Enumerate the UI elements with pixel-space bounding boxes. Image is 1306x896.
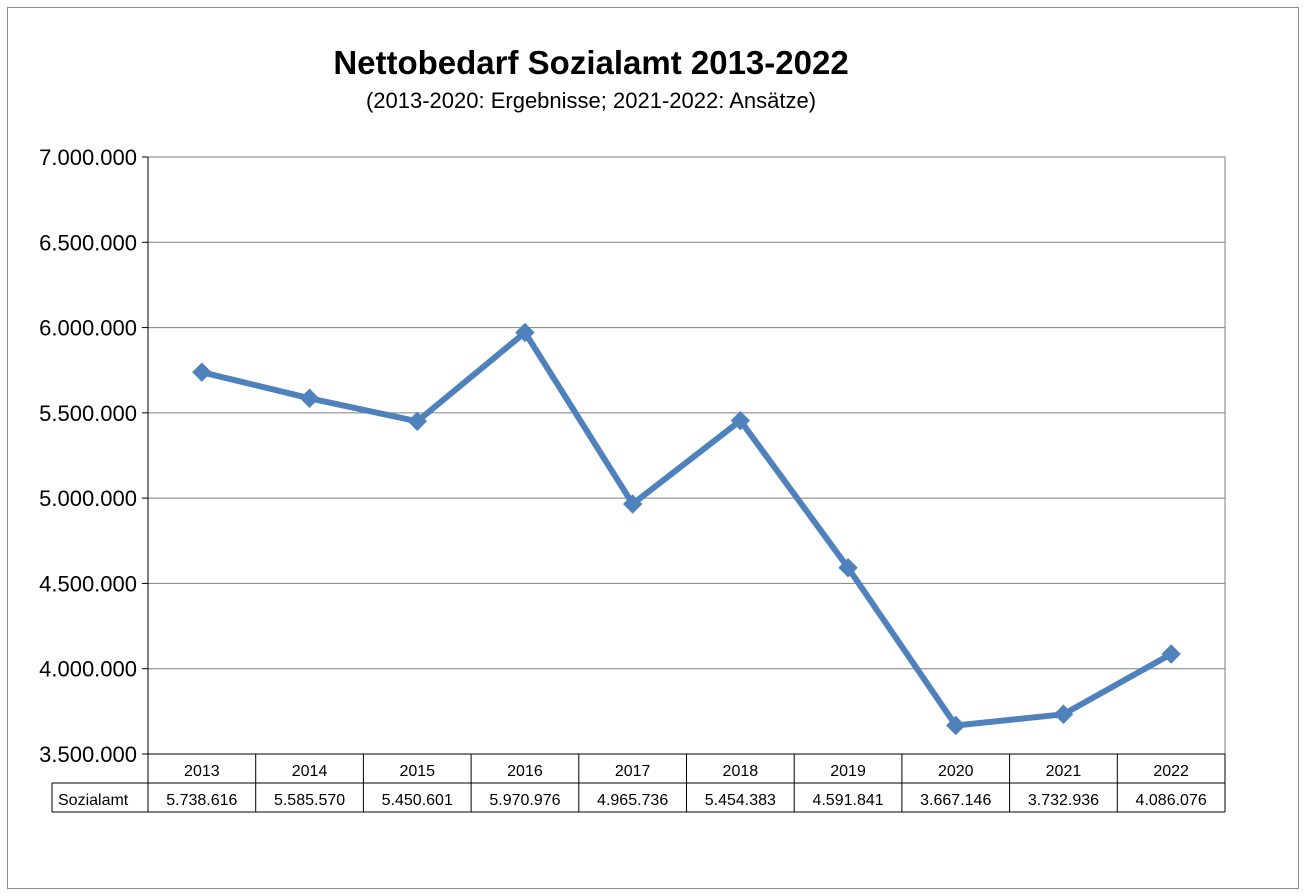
y-tick-label: 6.500.000 [39,230,137,255]
x-tick-label: 2014 [292,763,328,780]
data-label: 4.965.736 [597,792,668,809]
series-layer [192,322,1181,736]
data-point [946,715,966,736]
x-tick-label: 2018 [723,763,759,780]
data-label: 4.086.076 [1136,792,1207,809]
data-label: 5.454.383 [705,792,776,809]
chart-subtitle: (2013-2020: Ergebnisse; 2021-2022: Ansät… [366,88,816,113]
data-label: 5.450.601 [382,792,453,809]
data-point [407,411,427,431]
x-tick-label: 2015 [399,763,435,780]
legend-label: Sozialamt [58,792,129,809]
y-tick-label: 5.500.000 [39,401,137,426]
y-tick-label: 6.000.000 [39,316,137,341]
x-tick-label: 2019 [830,763,866,780]
data-label: 3.732.936 [1028,792,1099,809]
y-tick-label: 7.000.000 [39,145,137,170]
x-tick-label: 2016 [507,763,543,780]
data-point [1053,704,1074,724]
y-tick-label: 3.500.000 [39,742,137,767]
chart-frame [7,7,1299,889]
data-point [838,558,858,578]
data-point [730,410,751,431]
x-tick-label: 2021 [1046,763,1082,780]
chart-title: Nettobedarf Sozialamt 2013-2022 [333,44,848,81]
x-tick-label: 2017 [615,763,651,780]
series-line [201,329,1173,729]
data-label: 4.591.841 [812,792,883,809]
x-tick-label: 2013 [184,763,220,780]
data-point [192,362,212,382]
data-label: 5.738.616 [166,792,237,809]
y-tick-label: 4.500.000 [39,571,137,596]
x-tick-label: 2020 [938,763,974,780]
axes: 3.500.000 4.000.000 4.500.000 5.000.000 5.50… [39,145,1226,767]
data-point [515,322,535,343]
y-tick-label: 5.000.000 [39,486,137,511]
data-point [1161,644,1181,664]
y-tick-label: 4.000.000 [39,657,137,682]
data-point [622,494,643,514]
data-label: 5.585.570 [274,792,345,809]
data-point [299,388,320,408]
gridlines [148,156,1225,755]
x-tick-label: 2022 [1153,763,1189,780]
data-label: 3.667.146 [920,792,991,809]
plot-area [147,156,1226,755]
data-table: 2013 5.738.616 2014 5.585.570 2015 5.450.601 2… [51,753,1226,813]
data-label: 5.970.976 [489,792,560,809]
